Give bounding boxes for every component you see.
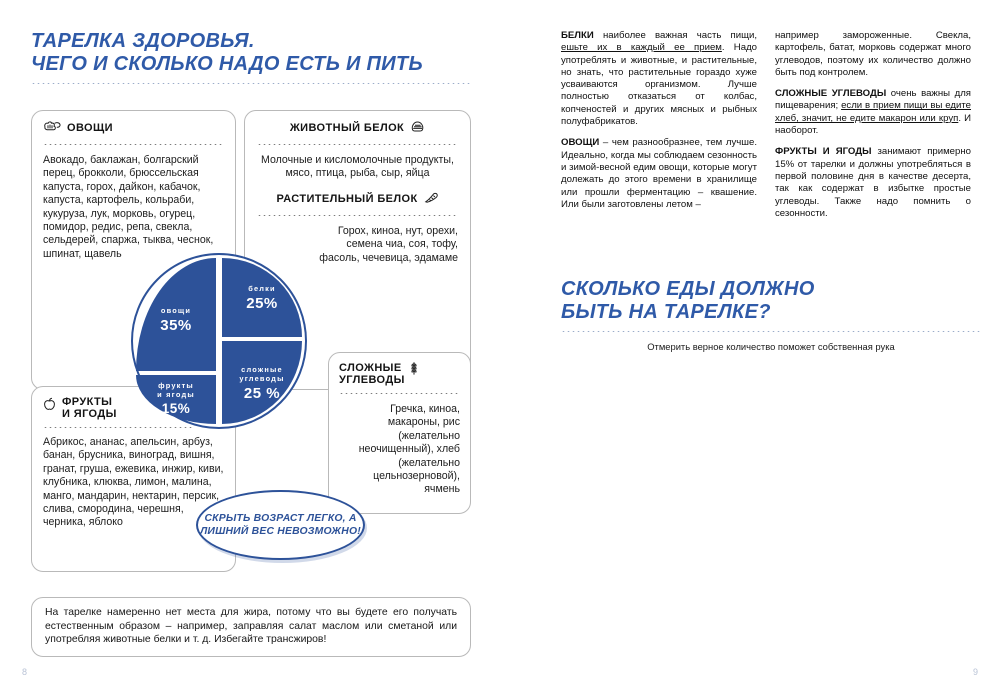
card-carbs-title-line2: УГЛЕВОДЫ	[339, 374, 405, 386]
paragraph-fruits-text: занимают примерно 15% от тарелки и должн…	[775, 146, 971, 219]
paragraph-carbs-underlined: если в прием пищи вы едите хлеб, значит,…	[775, 100, 971, 124]
page-title-line2: ЧЕГО И СКОЛЬКО НАДО ЕСТЬ И ПИТЬ	[31, 53, 423, 75]
card-carbs: СЛОЖНЫЕ УГЛЕВОДЫ Гречка, киноа, макароны…	[328, 352, 471, 514]
page-number-right: 9	[972, 667, 978, 677]
paragraph-carbs-text-b: . И наоборот.	[775, 112, 971, 137]
measure-subtitle: Отмерить верное количество поможет собст…	[647, 341, 895, 352]
paragraph-fruits-lead: ФРУКТЫ И ЯГОДЫ	[775, 146, 872, 158]
plate-slice-vegetables-value: 35%	[160, 317, 192, 334]
footer-note-text: На тарелке намеренно нет места для жира,…	[45, 607, 457, 646]
paragraph-vegetables: ОВОЩИ – чем разнообразнее, тем лучше. Ид…	[561, 137, 757, 211]
card-carbs-title-line1: СЛОЖНЫЕ	[339, 362, 402, 374]
page-title-line1: ТАРЕЛКА ЗДОРОВЬЯ.	[31, 30, 255, 52]
card-animal-protein-body: Молочные и кисломолочные продукты, мясо,…	[261, 154, 454, 180]
card-vegetables-title: ОВОЩИ	[67, 122, 113, 134]
measure-title-line1: СКОЛЬКО ЕДЫ ДОЛЖНО	[561, 278, 815, 300]
callout-text: СКРЫТЬ ВОЗРАСТ ЛЕГКО, А ЛИШНИЙ ВЕС НЕВОЗ…	[200, 513, 361, 537]
plate-slice-fruits-label-2: и ягоды	[157, 390, 195, 399]
plate-slice-carbs-value: 25 %	[243, 385, 281, 402]
callout-bubble: СКРЫТЬ ВОЗРАСТ ЛЕГКО, А ЛИШНИЙ ВЕС НЕВОЗ…	[196, 490, 365, 560]
card-plant-protein-body: Горох, киноа, нут, орехи, семена чиа, со…	[319, 224, 458, 264]
card-fruits-title: ФРУКТЫ И ЯГОДЫ	[62, 396, 117, 420]
plate-slice-proteins-label: белки	[248, 284, 276, 293]
card-fruits-title-line1: ФРУКТЫ	[62, 396, 113, 408]
plate-slice-proteins-value: 25%	[246, 295, 278, 312]
left-page-heading-block: ТАРЕЛКА ЗДОРОВЬЯ. ЧЕГО И СКОЛЬКО НАДО ЕС…	[31, 30, 471, 84]
card-plant-protein-title-row: РАСТИТЕЛЬНЫЙ БЕЛОК	[257, 191, 458, 207]
measure-heading-block: СКОЛЬКО ЕДЫ ДОЛЖНО БЫТЬ НА ТАРЕЛКЕ? Отме…	[561, 278, 981, 352]
apple-icon	[43, 397, 56, 414]
paragraph-carbs: СЛОЖНЫЕ УГЛЕВОДЫ очень важны для пищевар…	[775, 88, 971, 137]
paragraph-carbs-text-a: очень важны для пищеварения;	[775, 88, 971, 112]
card-fruits-title-row: ФРУКТЫ И ЯГОДЫ	[43, 396, 224, 420]
plate-slice-carbs-label-1: сложные	[241, 365, 283, 374]
paragraph-proteins: БЕЛКИ наиболее важная часть пищи, ешьте …	[561, 30, 757, 128]
paragraph-fruits: ФРУКТЫ И ЯГОДЫ занимают примерно 15% от …	[775, 146, 971, 220]
paragraph-vegetables-continued: например замороженные. Свекла, картофель…	[775, 30, 971, 78]
paragraph-proteins-text-b: . Надо употреблять и животные, и растите…	[561, 42, 757, 128]
spread-gutter	[499, 0, 501, 689]
right-column-2: например замороженные. Свекла, картофель…	[775, 30, 971, 229]
right-column-1: БЕЛКИ наиболее важная часть пищи, ешьте …	[561, 30, 757, 220]
paragraph-proteins-underlined: ешьте их в каждый ее прием	[561, 42, 722, 54]
plate-slice-carbs-label-2: углеводы	[239, 374, 285, 383]
paragraph-vegetables-lead: ОВОЩИ	[561, 137, 600, 149]
healthy-plate-chart: овощи 35% фрукты и ягоды 15% белки 25% с…	[131, 253, 307, 429]
plate-slice-proteins: белки 25%	[222, 258, 302, 337]
vegetables-icon	[43, 120, 61, 136]
paragraph-proteins-text-a: наиболее важная часть пищи,	[593, 30, 757, 41]
card-vegetables-title-row: ОВОЩИ	[43, 120, 224, 136]
plate-slice-vegetables-label: овощи	[160, 306, 192, 315]
measure-title-divider	[561, 331, 981, 332]
legume-icon	[424, 191, 439, 207]
card-carbs-body: Гречка, киноа, макароны, рис (желательно…	[358, 403, 460, 496]
plate-slice-fruits: фрукты и ягоды 15%	[136, 375, 216, 424]
card-vegetables-body: Авокадо, баклажан, болгарский перец, бро…	[43, 154, 214, 260]
card-fruits-body: Абрикос, ананас, апельсин, арбуз, банан,…	[43, 436, 224, 529]
card-vegetables: ОВОЩИ Авокадо, баклажан, болгарский пере…	[31, 110, 236, 390]
card-animal-protein-title-row: ЖИВОТНЫЙ БЕЛОК	[257, 120, 458, 136]
plate-slice-fruits-label-1: фрукты	[158, 381, 194, 390]
plate-slice-vegetables: овощи 35%	[136, 258, 216, 371]
card-protein: ЖИВОТНЫЙ БЕЛОК Молочные и кисломолочные …	[244, 110, 471, 390]
plate-slice-carbs: сложные углеводы 25 %	[222, 341, 302, 424]
card-fruits-title-line2: И ЯГОДЫ	[62, 408, 117, 420]
plate-slice-fruits-value: 15%	[161, 401, 191, 416]
card-plant-protein-title: РАСТИТЕЛЬНЫЙ БЕЛОК	[276, 192, 418, 205]
footer-note-card: На тарелке намеренно нет места для жира,…	[31, 597, 471, 657]
page-number-left: 8	[22, 667, 28, 677]
paragraph-vegetables-text: – чем разнообразнее, тем лучше. Идеально…	[561, 137, 757, 210]
left-page: ТАРЕЛКА ЗДОРОВЬЯ. ЧЕГО И СКОЛЬКО НАДО ЕС…	[22, 30, 471, 677]
title-divider	[31, 83, 471, 84]
grain-icon	[409, 361, 419, 379]
right-page: БЕЛКИ наиболее важная часть пищи, ешьте …	[500, 0, 1000, 689]
measure-title-line2: БЫТЬ НА ТАРЕЛКЕ?	[561, 301, 771, 323]
paragraph-carbs-lead: СЛОЖНЫЕ УГЛЕВОДЫ	[775, 88, 887, 100]
paragraph-proteins-lead: БЕЛКИ	[561, 30, 594, 41]
card-animal-protein-title: ЖИВОТНЫЙ БЕЛОК	[289, 122, 405, 134]
card-carbs-title-row: СЛОЖНЫЕ УГЛЕВОДЫ	[339, 362, 460, 386]
meat-icon	[410, 120, 425, 136]
card-carbs-title: СЛОЖНЫЕ УГЛЕВОДЫ	[339, 362, 405, 386]
